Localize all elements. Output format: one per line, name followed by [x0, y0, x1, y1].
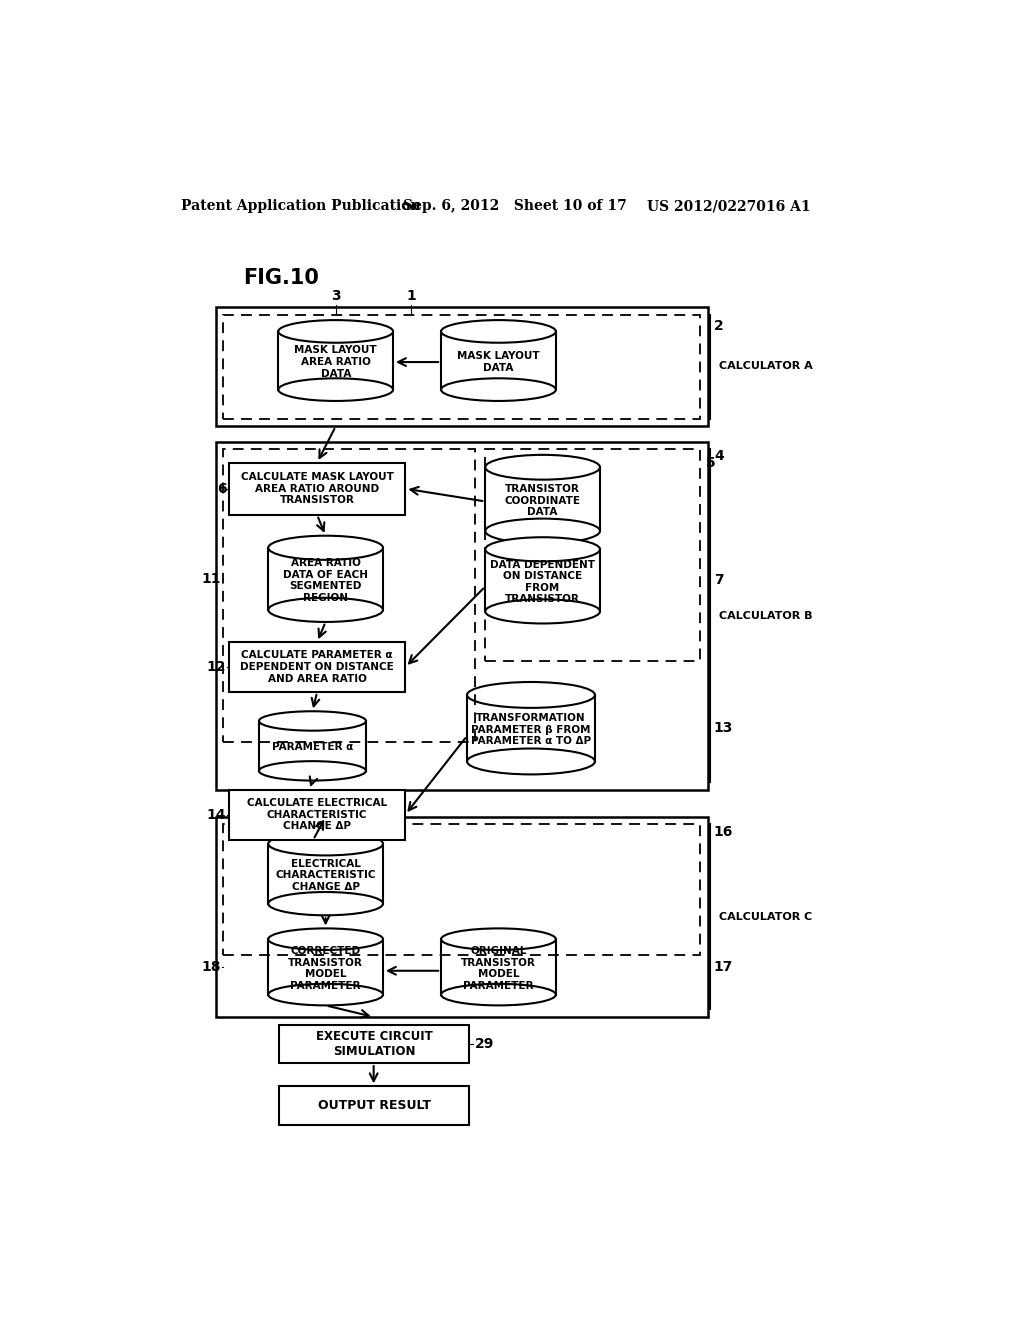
Bar: [268, 546, 383, 611]
Text: ELECTRICAL
CHARACTERISTIC
CHANGE ΔP: ELECTRICAL CHARACTERISTIC CHANGE ΔP: [275, 859, 376, 892]
Text: CALCULATE MASK LAYOUT
AREA RATIO AROUND
TRANSISTOR: CALCULATE MASK LAYOUT AREA RATIO AROUND …: [241, 473, 393, 506]
Ellipse shape: [259, 762, 366, 780]
Bar: [441, 939, 556, 995]
Bar: [228, 789, 406, 840]
Bar: [279, 330, 393, 391]
Bar: [485, 466, 600, 532]
Text: 2: 2: [714, 319, 724, 333]
Text: OUTPUT RESULT: OUTPUT RESULT: [317, 1100, 430, 1111]
Text: CALCULATOR C: CALCULATOR C: [719, 912, 813, 921]
Ellipse shape: [485, 455, 600, 479]
Bar: [485, 549, 600, 612]
Bar: [268, 939, 383, 995]
Bar: [268, 843, 383, 904]
Text: 17: 17: [714, 960, 733, 974]
Bar: [467, 694, 595, 762]
Bar: [268, 843, 383, 904]
Bar: [228, 642, 406, 692]
Bar: [223, 449, 475, 742]
Text: 4: 4: [714, 449, 724, 462]
Text: US 2012/0227016 A1: US 2012/0227016 A1: [647, 199, 811, 213]
Bar: [223, 825, 700, 956]
Ellipse shape: [485, 537, 600, 561]
Ellipse shape: [268, 983, 383, 1006]
Bar: [223, 314, 700, 418]
Ellipse shape: [485, 599, 600, 623]
Bar: [441, 330, 556, 391]
Text: 1: 1: [406, 289, 416, 304]
Ellipse shape: [279, 321, 393, 343]
Text: 13: 13: [714, 721, 733, 735]
Text: CALCULATOR A: CALCULATOR A: [719, 362, 813, 371]
Text: 18: 18: [202, 960, 221, 974]
Bar: [259, 721, 366, 772]
Text: 6: 6: [217, 482, 226, 496]
Text: PARAMETER α: PARAMETER α: [271, 742, 353, 752]
Ellipse shape: [268, 536, 383, 560]
Text: MASK LAYOUT
AREA RATIO
DATA: MASK LAYOUT AREA RATIO DATA: [294, 346, 377, 379]
Bar: [268, 940, 383, 995]
Bar: [485, 467, 600, 531]
Bar: [441, 331, 556, 389]
Bar: [216, 817, 708, 1016]
Text: CALCULATE ELECTRICAL
CHARACTERISTIC
CHANGE ΔP: CALCULATE ELECTRICAL CHARACTERISTIC CHAN…: [247, 799, 387, 832]
Bar: [441, 940, 556, 995]
Text: CALCULATE PARAMETER α
DEPENDENT ON DISTANCE
AND AREA RATIO: CALCULATE PARAMETER α DEPENDENT ON DISTA…: [241, 651, 394, 684]
Bar: [228, 462, 406, 515]
Text: TRANSFORMATION
PARAMETER β FROM
PARAMETER α TO ΔP: TRANSFORMATION PARAMETER β FROM PARAMETE…: [471, 713, 591, 746]
Ellipse shape: [279, 379, 393, 401]
Ellipse shape: [441, 983, 556, 1006]
Bar: [259, 721, 366, 771]
Ellipse shape: [441, 928, 556, 950]
Ellipse shape: [259, 711, 366, 731]
Bar: [216, 442, 708, 789]
Text: TRANSISTOR
COORDINATE
DATA: TRANSISTOR COORDINATE DATA: [505, 484, 581, 517]
Text: 11: 11: [202, 572, 221, 586]
Text: AREA RATIO
DATA OF EACH
SEGMENTED
REGION: AREA RATIO DATA OF EACH SEGMENTED REGION: [283, 558, 368, 603]
Ellipse shape: [268, 928, 383, 950]
Text: 14: 14: [207, 808, 226, 822]
Bar: [280, 1086, 469, 1125]
Text: Sep. 6, 2012   Sheet 10 of 17: Sep. 6, 2012 Sheet 10 of 17: [403, 199, 627, 213]
Text: 5: 5: [707, 457, 716, 470]
Text: DATA DEPENDENT
ON DISTANCE
FROM
TRANSISTOR: DATA DEPENDENT ON DISTANCE FROM TRANSIST…: [490, 560, 595, 605]
Text: 29: 29: [475, 1038, 495, 1051]
Text: MASK LAYOUT
DATA: MASK LAYOUT DATA: [457, 351, 540, 372]
Ellipse shape: [441, 321, 556, 343]
Ellipse shape: [268, 598, 383, 622]
Bar: [485, 449, 700, 661]
Ellipse shape: [441, 379, 556, 401]
Text: 16: 16: [714, 825, 733, 840]
Bar: [279, 331, 393, 389]
Text: CALCULATOR B: CALCULATOR B: [719, 611, 813, 620]
Ellipse shape: [485, 519, 600, 544]
Text: Patent Application Publication: Patent Application Publication: [180, 199, 420, 213]
Bar: [216, 308, 708, 426]
Text: 3: 3: [331, 289, 341, 304]
Ellipse shape: [268, 832, 383, 855]
Text: 12: 12: [207, 660, 226, 675]
Ellipse shape: [467, 682, 595, 708]
Text: CORRECTED
TRANSISTOR
MODEL
PARAMETER: CORRECTED TRANSISTOR MODEL PARAMETER: [288, 946, 364, 991]
Text: ORIGINAL
TRANSISTOR
MODEL
PARAMETER: ORIGINAL TRANSISTOR MODEL PARAMETER: [461, 946, 536, 991]
Bar: [467, 694, 595, 762]
Bar: [280, 1024, 469, 1063]
Bar: [485, 549, 600, 611]
Ellipse shape: [268, 892, 383, 915]
Text: 7: 7: [714, 573, 724, 587]
Ellipse shape: [467, 748, 595, 775]
Bar: [268, 548, 383, 610]
Text: FIG.10: FIG.10: [243, 268, 318, 288]
Text: EXECUTE CIRCUIT
SIMULATION: EXECUTE CIRCUIT SIMULATION: [315, 1030, 432, 1057]
